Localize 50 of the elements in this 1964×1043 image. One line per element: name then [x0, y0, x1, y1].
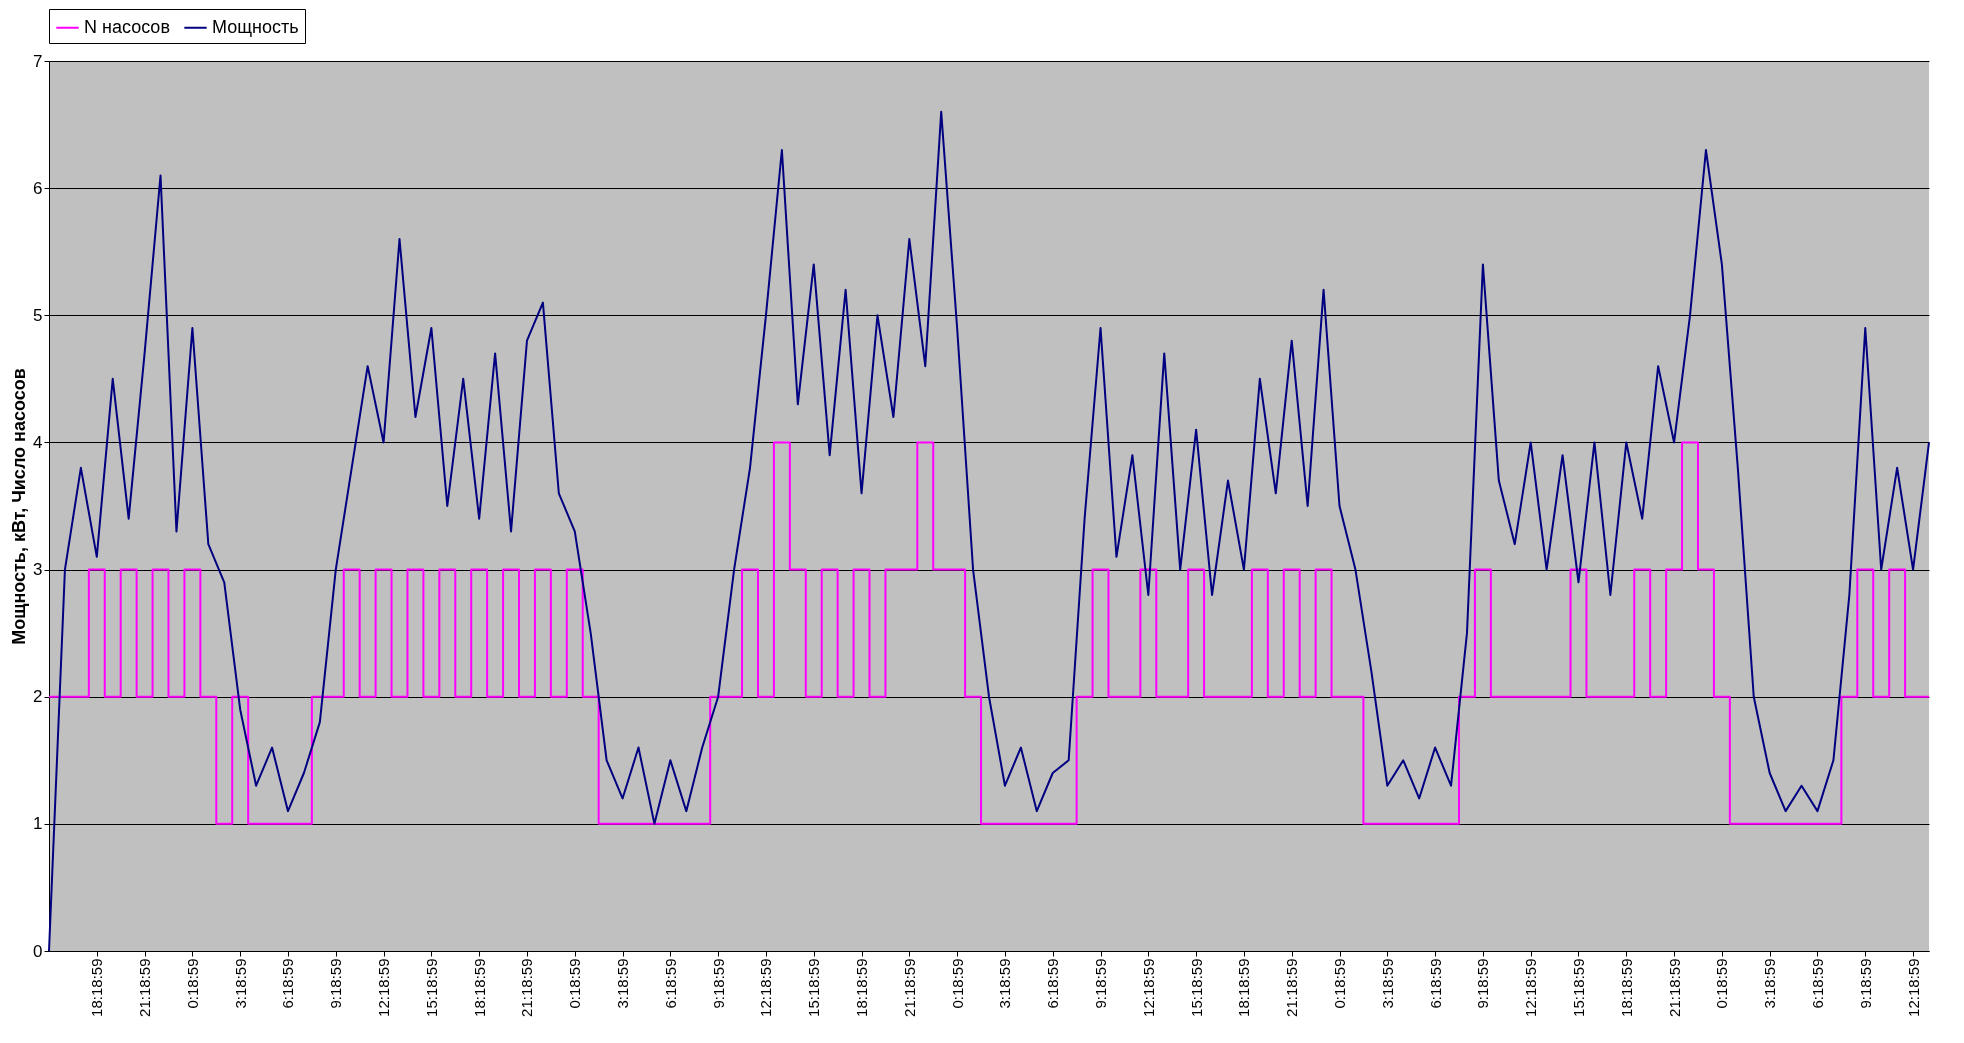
- x-tick-label: 6:18:59: [279, 958, 297, 1009]
- x-tick-label: 3:18:59: [614, 958, 632, 1009]
- y-tick-label: 7: [33, 51, 43, 71]
- x-tick-label: 3:18:59: [1378, 958, 1396, 1009]
- x-tick-label: 12:18:59: [757, 958, 775, 1017]
- x-tick-label: 18:18:59: [1235, 958, 1253, 1017]
- x-tick-label: 12:18:59: [1522, 958, 1540, 1017]
- x-tick-label: 21:18:59: [1283, 958, 1301, 1017]
- x-tick-label: 9:18:59: [1092, 958, 1110, 1009]
- x-tick-label: 9:18:59: [1474, 958, 1492, 1009]
- x-tick-label: 21:18:59: [1665, 958, 1683, 1017]
- x-tick-label: 9:18:59: [709, 958, 727, 1009]
- legend-label: N насосов: [84, 16, 170, 37]
- x-tick-label: 15:18:59: [1187, 958, 1205, 1017]
- x-tick-label: 12:18:59: [1904, 958, 1922, 1017]
- y-tick-label: 3: [33, 560, 43, 580]
- x-tick-label: 21:18:59: [136, 958, 154, 1017]
- x-tick-label: 9:18:59: [327, 958, 345, 1009]
- x-tick-label: 6:18:59: [1808, 958, 1826, 1009]
- y-tick-label: 1: [33, 814, 43, 834]
- x-tick-label: 9:18:59: [1856, 958, 1874, 1009]
- x-tick-label: 6:18:59: [1426, 958, 1444, 1009]
- x-tick-label: 21:18:59: [900, 958, 918, 1017]
- x-tick-label: 0:18:59: [948, 958, 966, 1009]
- x-tick-label: 12:18:59: [375, 958, 393, 1017]
- y-tick-label: 6: [33, 178, 43, 198]
- y-tick-label: 2: [33, 687, 43, 707]
- x-tick-label: 18:18:59: [853, 958, 871, 1017]
- x-tick-label: 18:18:59: [88, 958, 106, 1017]
- x-tick-label: 18:18:59: [1617, 958, 1635, 1017]
- x-tick-label: 6:18:59: [1044, 958, 1062, 1009]
- x-tick-label: 3:18:59: [231, 958, 249, 1009]
- y-tick-label: 4: [33, 432, 43, 452]
- x-tick-label: 18:18:59: [470, 958, 488, 1017]
- x-tick-label: 0:18:59: [566, 958, 584, 1009]
- x-tick-label: 15:18:59: [422, 958, 440, 1017]
- x-tick-label: 3:18:59: [996, 958, 1014, 1009]
- x-tick-label: 15:18:59: [805, 958, 823, 1017]
- x-tick-label: 0:18:59: [1331, 958, 1349, 1009]
- legend-label: Мощность: [212, 16, 299, 37]
- x-tick-label: 0:18:59: [1713, 958, 1731, 1009]
- x-tick-label: 15:18:59: [1569, 958, 1587, 1017]
- x-tick-label: 12:18:59: [1139, 958, 1157, 1017]
- x-tick-label: 0:18:59: [183, 958, 201, 1009]
- x-tick-label: 3:18:59: [1761, 958, 1779, 1009]
- y-tick-label: 0: [33, 941, 43, 961]
- y-axis-title: Мощность, кВт, Число насосов: [9, 368, 30, 645]
- x-tick-label: 6:18:59: [661, 958, 679, 1009]
- x-tick-label: 21:18:59: [518, 958, 536, 1017]
- y-tick-label: 5: [33, 305, 43, 325]
